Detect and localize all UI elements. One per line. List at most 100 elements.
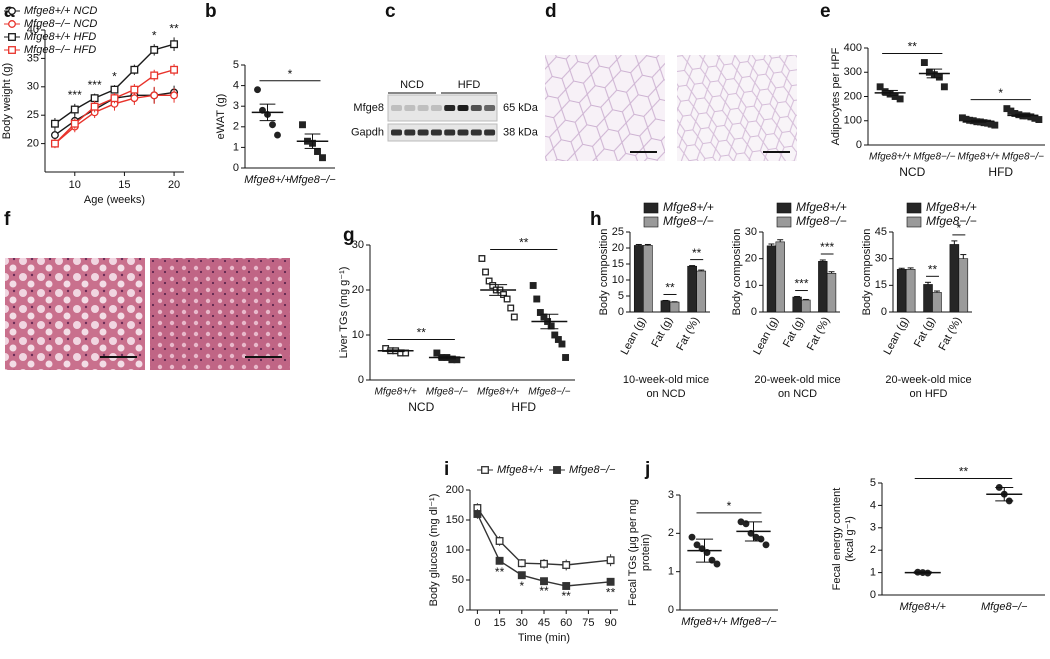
y-axis-label: Fecal TGs (μg per mg <box>627 499 639 606</box>
significance: ** <box>959 465 969 479</box>
data-point <box>50 131 59 140</box>
y-tick-label: 50 <box>452 574 464 586</box>
y-tick-label: 30 <box>875 253 887 265</box>
blot-band <box>444 105 456 111</box>
data-point <box>503 295 511 303</box>
blot-band <box>391 129 402 136</box>
bar <box>905 269 916 313</box>
y-tick-label: 0 <box>233 162 239 174</box>
group-label: NCD <box>408 400 434 414</box>
legend-label: Mfge8−/− NCD <box>24 18 97 30</box>
data-point <box>473 510 482 518</box>
x-tick-label: Lean (g) <box>882 315 912 357</box>
y-tick-label: 5 <box>870 477 876 489</box>
y-tick-label: 200 <box>446 484 464 496</box>
y-tick-label: 400 <box>844 42 862 54</box>
series-line <box>476 507 611 566</box>
x-tick-label: Mfge8−/− <box>730 616 777 628</box>
blot-band <box>457 129 469 136</box>
bar <box>932 292 942 313</box>
bar <box>775 241 785 313</box>
x-tick-label: 15 <box>493 617 505 629</box>
data-point <box>130 85 139 94</box>
y-tick-label: 20 <box>745 253 757 265</box>
data-point <box>742 520 750 528</box>
y-tick-label: 15 <box>875 279 887 291</box>
data-point <box>478 255 486 262</box>
legend-marker <box>481 466 489 474</box>
x-axis-label: on NCD <box>646 388 685 400</box>
data-point <box>110 85 119 94</box>
significance: *** <box>68 88 82 102</box>
data-point <box>551 331 559 339</box>
data-point <box>688 533 696 541</box>
x-tick-label: Lean (g) <box>619 315 649 357</box>
significance: ** <box>539 584 549 598</box>
significance: ** <box>562 589 572 603</box>
x-axis-label: 10-week-old mice <box>623 374 709 386</box>
x-tick-label: Mfge8+/+ <box>374 387 416 398</box>
legend-swatch <box>643 202 659 214</box>
data-point <box>482 268 489 276</box>
y-tick-label: 1 <box>668 566 674 578</box>
bar <box>826 273 837 313</box>
data-point <box>991 121 999 129</box>
blot-band <box>444 129 456 136</box>
legend-label: Mfge8+/+ <box>663 200 714 214</box>
data-point <box>495 537 504 545</box>
y-axis-label: Fecal energy content <box>831 488 843 591</box>
y-axis-label: Body weight (g) <box>1 63 13 139</box>
y-tick-label: 0 <box>668 604 674 616</box>
data-point <box>920 59 928 66</box>
significance: * <box>956 221 961 235</box>
data-point <box>540 559 548 568</box>
y-axis-label: Liver TGs (mg g⁻¹) <box>338 267 350 359</box>
blot-band <box>470 129 482 136</box>
x-axis-label: 20-week-old mice <box>754 374 840 386</box>
data-point <box>254 86 261 94</box>
group-label: NCD <box>899 165 925 179</box>
histology-image <box>150 258 290 370</box>
y-tick-label: 4 <box>870 499 876 511</box>
x-tick-label: Mfge8+/+ <box>477 387 519 398</box>
blot-band <box>391 105 402 111</box>
data-point <box>708 556 716 564</box>
data-point <box>314 148 321 155</box>
blot-band <box>417 129 429 136</box>
data-point <box>762 541 770 549</box>
panel-letter: c <box>385 1 396 22</box>
legend-label: Mfge8+/+ HFD <box>24 31 96 43</box>
x-tick-label: Mfge8−/− <box>426 387 468 398</box>
y-tick-label: 3 <box>233 100 239 112</box>
x-tick-label: Fat (%) <box>805 315 833 352</box>
blot-condition: HFD <box>458 79 481 91</box>
blot-band <box>457 105 469 111</box>
y-tick-label: 5 <box>233 59 239 71</box>
data-point <box>110 94 119 103</box>
x-tick-label: 15 <box>118 179 130 191</box>
data-point <box>130 65 139 74</box>
blot-condition: NCD <box>400 79 424 91</box>
blot-row-label: Gapdh <box>351 126 384 138</box>
x-tick-label: Fat (g) <box>912 315 938 349</box>
data-point <box>757 535 765 543</box>
panel-letter: g <box>343 225 355 246</box>
legend-label: Mfge8−/− <box>926 214 977 228</box>
legend-marker <box>553 466 561 474</box>
data-point <box>540 577 548 586</box>
y-tick-label: 0 <box>358 374 364 386</box>
x-tick-label: Mfge8−/− <box>913 152 955 163</box>
panel-letter: b <box>205 1 217 22</box>
histology-image <box>677 55 797 161</box>
data-point <box>170 65 179 74</box>
data-point <box>90 94 99 103</box>
data-point <box>130 94 139 103</box>
significance: *** <box>88 78 102 92</box>
panel-letter: f <box>4 209 11 230</box>
panel-letter: j <box>644 459 650 480</box>
blot-row-label: Mfge8 <box>353 102 384 114</box>
data-point <box>554 336 562 343</box>
data-point <box>50 119 59 128</box>
